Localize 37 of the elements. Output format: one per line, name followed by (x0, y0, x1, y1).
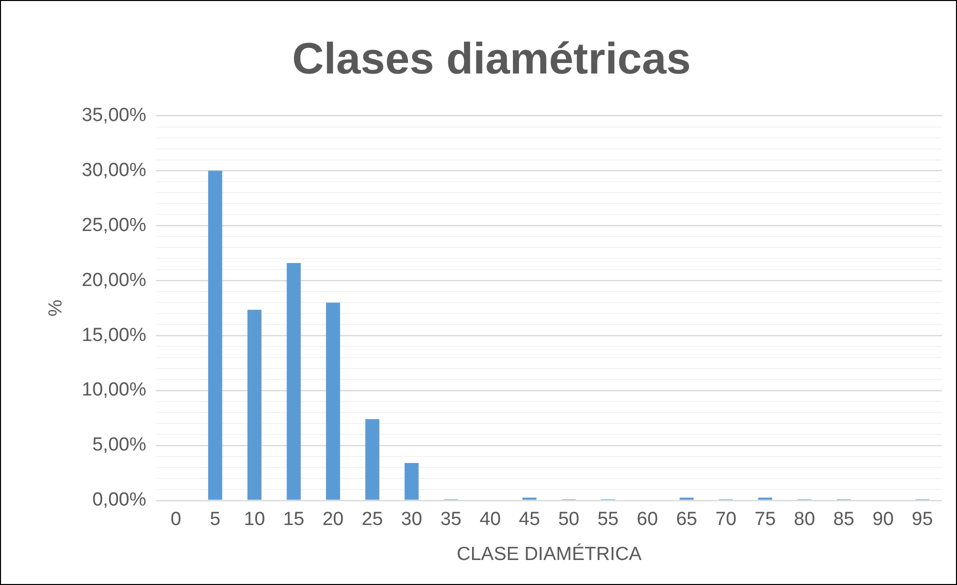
y-axis-title: % (46, 300, 67, 317)
x-tick-label: 10 (244, 509, 266, 530)
bar (326, 302, 340, 500)
x-tick-label: 15 (283, 509, 304, 530)
bar (365, 419, 380, 500)
x-tick-label: 40 (480, 509, 501, 530)
x-axis-title: CLASE DIAMÉTRICA (456, 542, 642, 565)
x-tick-label: 85 (833, 509, 854, 530)
x-tick-label: 20 (322, 509, 344, 530)
bar (404, 463, 419, 500)
x-tick-label: 35 (440, 509, 462, 530)
bar (247, 310, 262, 500)
bar (208, 170, 222, 500)
x-tick-label: 55 (597, 509, 619, 530)
x-tick-label: 25 (362, 509, 383, 530)
bar (286, 263, 301, 500)
y-tick-label: 20,00% (82, 270, 146, 291)
x-tick-label: 90 (872, 509, 894, 530)
x-tick-label: 60 (636, 509, 658, 530)
chart-title: Clases diamétricas (292, 34, 691, 84)
y-tick-label: 15,00% (82, 324, 146, 346)
x-tick-label: 50 (558, 509, 580, 530)
x-tick-label: 65 (676, 509, 698, 530)
x-tick-label: 0 (170, 509, 182, 530)
y-tick-label: 35,00% (82, 105, 146, 126)
x-tick-label: 80 (794, 509, 816, 530)
y-tick-label: 30,00% (82, 160, 146, 181)
x-tick-label: 75 (754, 509, 776, 530)
x-tick-label: 95 (912, 509, 933, 530)
y-tick-label: 25,00% (82, 214, 146, 236)
x-tick-label: 30 (401, 509, 422, 530)
y-tick-label: 10,00% (82, 380, 146, 401)
y-tick-label: 0,00% (92, 490, 146, 511)
x-tick-label: 70 (715, 509, 736, 530)
x-tick-label: 45 (518, 509, 540, 530)
x-tick-label: 5 (210, 509, 220, 530)
y-tick-label: 5,00% (92, 434, 146, 456)
